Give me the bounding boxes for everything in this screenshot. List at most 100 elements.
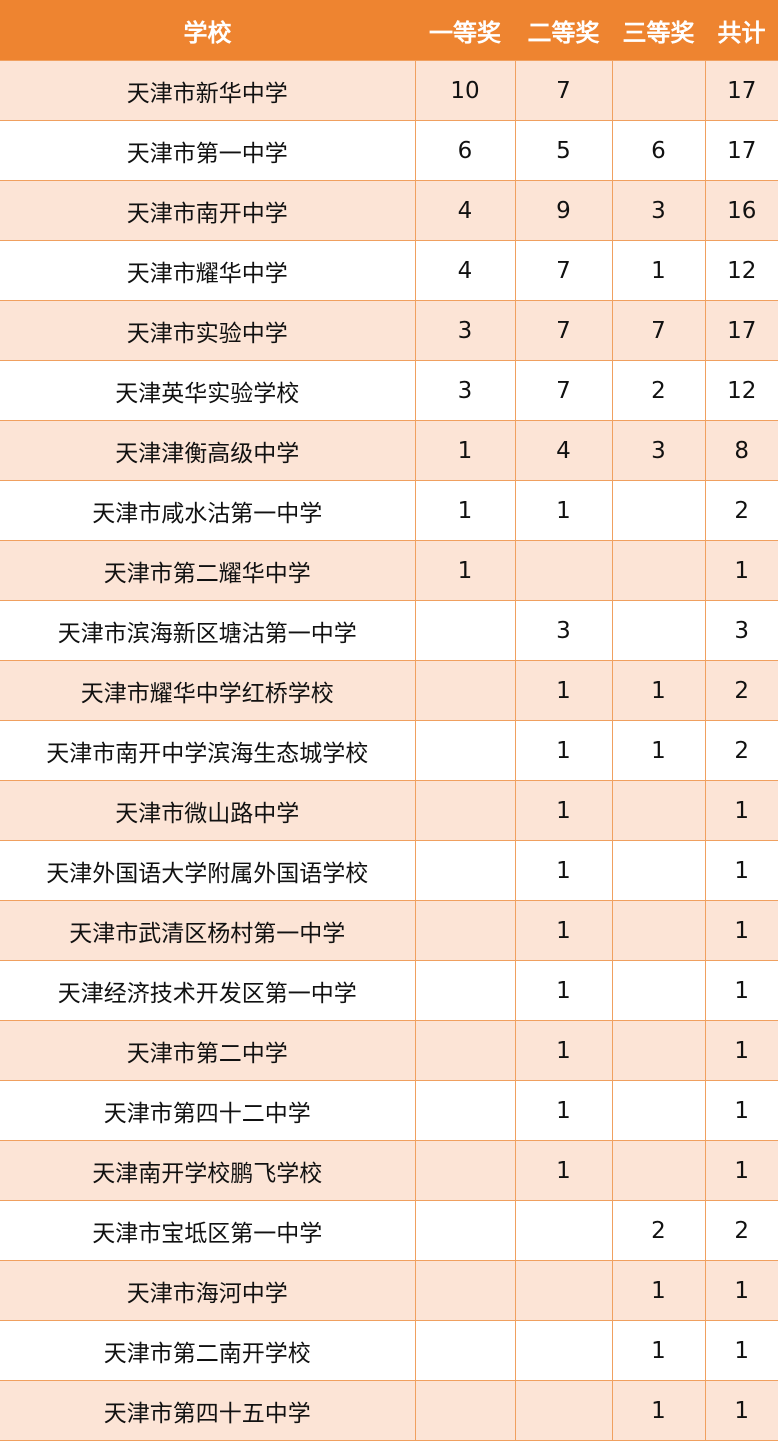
cell-first-prize [414,1080,516,1141]
table-row: 天津英华实验学校 3 7 2 12 [0,360,778,421]
cell-second-prize: 1 [514,660,613,721]
table-row: 天津市第二中学 1 1 [0,1020,778,1081]
table-row: 天津市新华中学 10 7 17 [0,60,778,121]
cell-third-prize: 2 [611,360,706,421]
cell-total: 1 [704,1140,778,1201]
cell-school: 天津市武清区杨村第一中学 [0,900,416,961]
table-row: 天津市耀华中学红桥学校 1 1 2 [0,660,778,721]
table-row: 天津市滨海新区塘沽第一中学 3 3 [0,600,778,661]
cell-third-prize: 6 [611,120,706,181]
cell-third-prize [611,960,706,1021]
cell-first-prize: 3 [414,360,516,421]
cell-school: 天津英华实验学校 [0,360,416,421]
cell-total: 16 [704,180,778,241]
cell-first-prize: 6 [414,120,516,181]
cell-third-prize: 2 [611,1200,706,1261]
cell-school: 天津外国语大学附属外国语学校 [0,840,416,901]
cell-school: 天津经济技术开发区第一中学 [0,960,416,1021]
table-row: 天津南开学校鹏飞学校 1 1 [0,1140,778,1201]
table-row: 天津市南开中学 4 9 3 16 [0,180,778,241]
cell-first-prize [414,1200,516,1261]
cell-second-prize: 7 [514,240,613,301]
cell-second-prize [514,1320,613,1381]
cell-first-prize: 4 [414,180,516,241]
table-row: 天津市第二耀华中学 1 1 [0,540,778,601]
cell-second-prize: 1 [514,960,613,1021]
cell-first-prize [414,1020,516,1081]
cell-total: 8 [704,420,778,481]
cell-first-prize [414,840,516,901]
cell-first-prize: 4 [414,240,516,301]
cell-second-prize: 5 [514,120,613,181]
cell-second-prize: 7 [514,360,613,421]
cell-third-prize: 1 [611,240,706,301]
header-first-prize: 一等奖 [415,0,515,61]
table-row: 天津市第四十五中学 1 1 [0,1380,778,1441]
cell-first-prize [414,1320,516,1381]
cell-third-prize [611,480,706,541]
cell-first-prize: 1 [414,420,516,481]
cell-total: 1 [704,900,778,961]
cell-third-prize [611,1140,706,1201]
cell-school: 天津市第二耀华中学 [0,540,416,601]
cell-second-prize: 4 [514,420,613,481]
cell-school: 天津市第四十五中学 [0,1380,416,1441]
table-row: 天津津衡高级中学 1 4 3 8 [0,420,778,481]
cell-first-prize: 3 [414,300,516,361]
cell-first-prize [414,600,516,661]
table-row: 天津市海河中学 1 1 [0,1260,778,1321]
cell-total: 1 [704,1320,778,1381]
header-row: 学校 一等奖 二等奖 三等奖 共计 [0,0,778,61]
cell-second-prize: 9 [514,180,613,241]
cell-first-prize [414,660,516,721]
cell-total: 17 [704,120,778,181]
cell-second-prize: 1 [514,840,613,901]
cell-second-prize [514,540,613,601]
cell-first-prize [414,1140,516,1201]
cell-first-prize [414,720,516,781]
cell-first-prize: 1 [414,480,516,541]
cell-total: 2 [704,1200,778,1261]
cell-school: 天津市南开中学 [0,180,416,241]
cell-second-prize: 1 [514,1080,613,1141]
cell-total: 2 [704,720,778,781]
cell-total: 2 [704,480,778,541]
cell-second-prize: 1 [514,900,613,961]
cell-school: 天津市第四十二中学 [0,1080,416,1141]
table-row: 天津市第一中学 6 5 6 17 [0,120,778,181]
cell-school: 天津津衡高级中学 [0,420,416,481]
cell-school: 天津市第二中学 [0,1020,416,1081]
cell-third-prize: 1 [611,720,706,781]
cell-total: 1 [704,1260,778,1321]
cell-total: 2 [704,660,778,721]
header-total: 共计 [705,0,778,61]
cell-third-prize [611,780,706,841]
cell-first-prize: 10 [414,60,516,121]
cell-second-prize: 7 [514,60,613,121]
cell-second-prize: 1 [514,780,613,841]
cell-total: 12 [704,360,778,421]
cell-second-prize [514,1200,613,1261]
cell-second-prize [514,1260,613,1321]
cell-first-prize: 1 [414,540,516,601]
cell-school: 天津市新华中学 [0,60,416,121]
cell-total: 12 [704,240,778,301]
header-third-prize: 三等奖 [612,0,705,61]
cell-first-prize [414,900,516,961]
cell-first-prize [414,1260,516,1321]
cell-third-prize: 1 [611,1260,706,1321]
cell-second-prize: 1 [514,480,613,541]
cell-second-prize: 1 [514,1020,613,1081]
cell-total: 1 [704,540,778,601]
cell-total: 17 [704,60,778,121]
cell-third-prize [611,900,706,961]
cell-third-prize: 1 [611,660,706,721]
cell-second-prize: 3 [514,600,613,661]
cell-third-prize: 3 [611,420,706,481]
cell-third-prize: 1 [611,1320,706,1381]
cell-school: 天津市第一中学 [0,120,416,181]
header-second-prize: 二等奖 [515,0,612,61]
cell-third-prize: 7 [611,300,706,361]
table-row: 天津市第二南开学校 1 1 [0,1320,778,1381]
